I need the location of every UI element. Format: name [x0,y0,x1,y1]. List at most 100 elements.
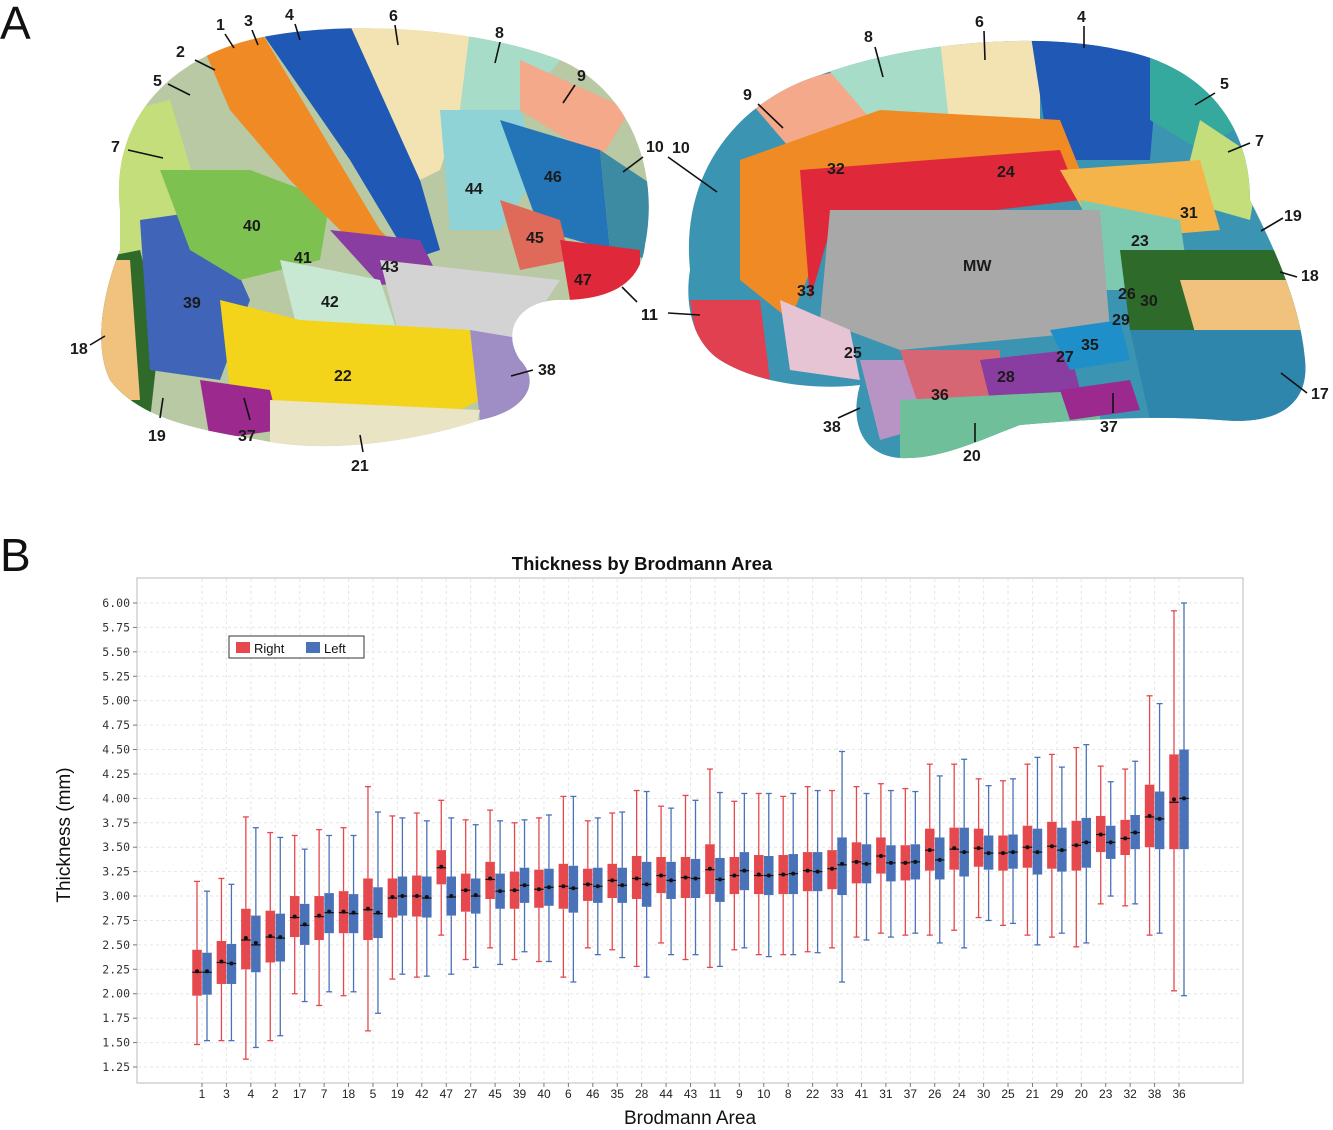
box-mean [571,886,576,891]
x-tick-label: 9 [736,1087,743,1101]
box-mean [693,876,698,881]
box-iqr [460,873,471,912]
box-right [558,795,569,978]
y-tick-label: 3.00 [102,889,130,903]
y-tick-label: 1.75 [102,1011,130,1025]
x-tick-label: 25 [1001,1087,1015,1101]
box-mean [414,894,419,899]
box-right [265,831,276,1042]
label-med-6: 6 [975,14,984,31]
box-mean [1182,796,1186,801]
box-mean [659,873,664,878]
x-tick-label: 24 [952,1087,966,1101]
label-lat-7: 7 [111,139,120,156]
box-left [715,791,725,968]
label-lat-2: 2 [176,44,185,61]
label-lat-44: 44 [465,181,483,198]
panel-a-letter: A [0,0,31,49]
box-mean [815,869,820,874]
label-med-20: 20 [963,448,981,465]
label-med-11: 11 [641,307,658,324]
box-mean [219,959,224,964]
box-mean [791,871,796,876]
box-mean [1172,797,1176,802]
box-mean [341,909,346,914]
box-mean [1001,851,1006,856]
label-med-9: 9 [743,87,752,104]
medial-labels: 4 5 6 7 8 9 10 11 17 18 19 20 23 24 25 2… [641,9,1329,465]
box-mean [546,885,551,890]
box-right [1022,763,1033,936]
box-right [656,805,666,944]
label-med-7: 7 [1255,133,1264,150]
box-mean [756,872,761,877]
box-mean [268,934,273,939]
chart-title: Thickness by Brodmann Area [512,553,773,574]
box-mean [1133,830,1138,835]
box-mean [536,887,541,892]
label-lat-46: 46 [544,169,562,186]
box-left [837,750,847,983]
x-tick-label: 33 [830,1087,844,1101]
y-tick-label: 4.75 [102,718,130,732]
x-axis-label: Brodmann Area [624,1108,756,1129]
label-lat-3: 3 [244,13,253,30]
label-lat-40: 40 [243,218,261,235]
x-tick-label: 41 [855,1087,869,1101]
box-mean [400,894,405,899]
box-mean [610,878,615,883]
box-right [631,789,642,968]
brodmann-brain-illustration: 1 2 3 4 5 6 7 8 9 10 11 18 19 21 22 37 3… [70,7,1329,475]
y-tick-label: 1.25 [102,1060,130,1074]
box-right [900,787,911,936]
box-right [241,816,251,1060]
x-tick-label: 28 [635,1087,649,1101]
x-tick-label: 11 [709,1087,722,1101]
y-tick-label: 3.25 [102,865,130,879]
x-tick-label: 8 [785,1087,792,1101]
box-mean [1108,840,1113,845]
y-tick-label: 5.75 [102,620,130,634]
box-left [788,792,798,956]
label-lat-39: 39 [183,295,201,312]
y-tick-label: 4.00 [102,791,130,805]
x-tick-label: 44 [659,1087,673,1101]
box-right [876,783,886,934]
box-mean [766,873,771,878]
label-med-38: 38 [823,419,841,436]
label-lat-18: 18 [70,341,88,358]
box-mean [1074,843,1079,848]
box-mean [888,860,893,865]
x-tick-label: 30 [977,1087,991,1101]
box-right [1071,746,1082,948]
box-mean [375,910,380,915]
box-mean [1035,850,1040,855]
box-left [1179,602,1189,997]
box-mean [317,913,322,918]
box-mean [669,878,674,883]
box-right [1120,768,1130,907]
box-mean [1011,850,1016,855]
box-left [1154,702,1165,934]
box-right [1095,765,1106,905]
box-left [519,819,530,953]
label-med-35: 35 [1081,337,1099,354]
box-right [1169,610,1179,992]
box-right [778,795,788,956]
x-tick-label: 6 [565,1087,572,1101]
x-tick-label: 43 [684,1087,698,1101]
box-mean [962,850,967,855]
box-left [251,827,261,1049]
box-mean [327,909,332,914]
label-lat-6: 6 [389,8,398,25]
box-right [705,768,715,969]
x-tick-label: 46 [586,1087,600,1101]
box-left [983,785,994,922]
y-tick-label: 2.25 [102,962,130,976]
box-right [338,827,349,997]
label-lat-47: 47 [574,272,592,289]
label-lat-10: 10 [646,139,664,156]
box-right [754,792,764,956]
thickness-boxplot-chart: 1.25 1.50 1.75 2.00 2.25 2.50 2.75 3.00 3.25 3.50… [54,553,1244,1129]
box-left [861,792,872,941]
